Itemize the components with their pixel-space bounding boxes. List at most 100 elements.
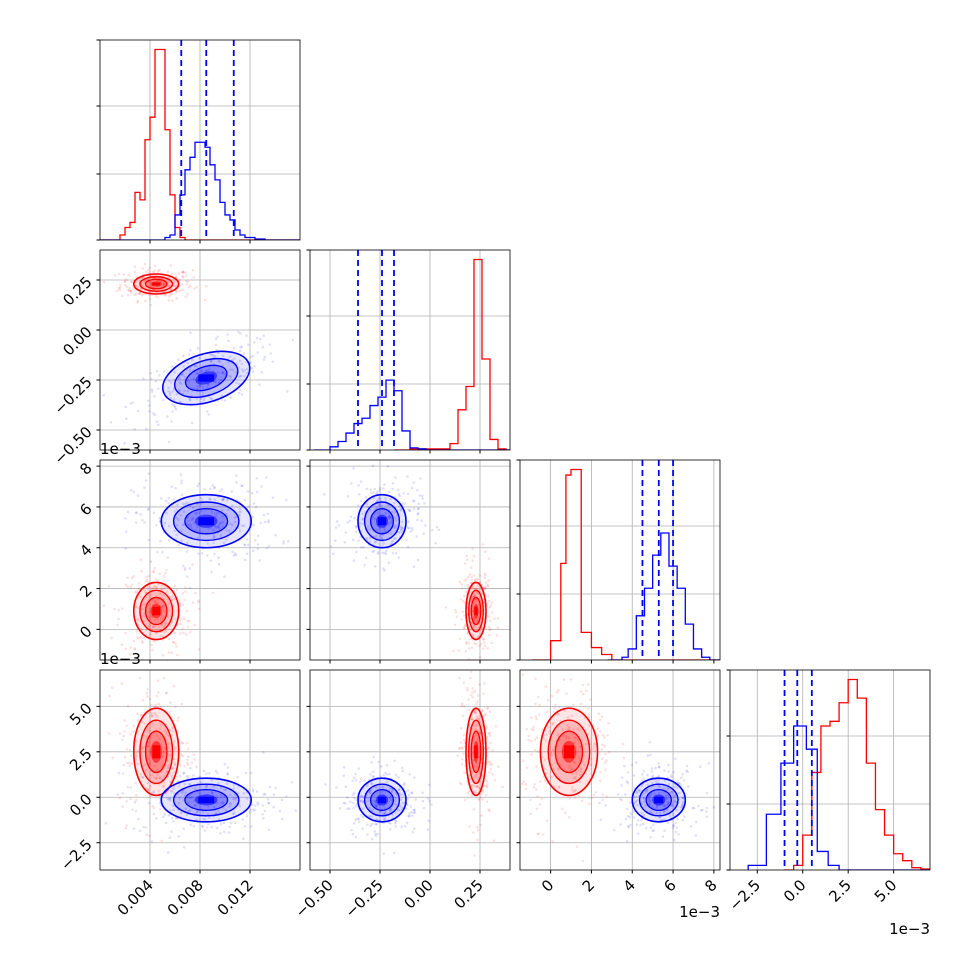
sample-point [481, 798, 484, 801]
sample-point [172, 766, 175, 770]
sample-point [162, 615, 166, 619]
sample-point [604, 752, 607, 756]
sample-point [168, 391, 172, 394]
sample-point [424, 524, 427, 527]
sample-point [479, 823, 482, 827]
sample-point [147, 788, 151, 791]
sample-point [394, 536, 397, 540]
sample-point [470, 717, 474, 721]
sample-point [191, 601, 195, 604]
sample-point [217, 525, 221, 528]
sample-point [216, 526, 219, 529]
sample-point [374, 535, 377, 539]
sample-point [493, 617, 497, 620]
sample-point [117, 771, 121, 775]
sample-point [637, 819, 640, 822]
sample-point [150, 713, 154, 717]
sample-point [197, 599, 200, 602]
sample-point [473, 579, 477, 582]
sample-point [475, 600, 478, 603]
sample-point [231, 550, 234, 553]
sample-point [471, 718, 474, 722]
panel-frame [729, 669, 931, 871]
sample-point [640, 811, 643, 815]
sample-point [462, 594, 466, 598]
density-peak-1 [377, 517, 387, 526]
sample-point [384, 511, 387, 515]
sample-point [184, 280, 188, 283]
sample-point [640, 784, 644, 788]
sample-point [669, 774, 673, 777]
sample-point [175, 289, 179, 293]
sample-point [474, 642, 478, 646]
sample-point [261, 813, 264, 816]
sample-point [359, 777, 363, 780]
sample-point [394, 773, 398, 776]
sample-point [205, 785, 209, 788]
sample-point [488, 599, 491, 603]
sample-point [589, 698, 592, 701]
sample-point [136, 619, 140, 622]
sample-point [223, 762, 227, 766]
sample-point [494, 725, 498, 728]
sample-point [181, 627, 184, 630]
sample-point [166, 556, 170, 559]
sample-point [205, 826, 209, 829]
sample-point [543, 767, 547, 771]
sample-point [691, 806, 695, 810]
sample-point [141, 267, 145, 270]
y-tick-label: 0.0 [66, 790, 96, 820]
sample-point [291, 338, 295, 342]
density-peak-1 [198, 517, 215, 526]
sample-point [117, 272, 121, 276]
sample-point [175, 645, 178, 648]
sample-point [401, 766, 404, 770]
sample-point [236, 362, 239, 365]
sample-point [175, 508, 179, 511]
scatter-1 [124, 472, 300, 590]
sample-point [642, 769, 645, 773]
sample-point [587, 707, 590, 710]
sample-point [188, 630, 192, 634]
sample-point [577, 794, 581, 798]
sample-point [377, 760, 380, 764]
sample-point [375, 528, 379, 532]
sample-point [183, 568, 187, 572]
sample-point [480, 814, 483, 817]
sample-point [559, 764, 563, 767]
sample-point [489, 619, 492, 623]
sample-point [495, 634, 499, 637]
sample-point [158, 728, 162, 731]
sample-point [254, 539, 257, 542]
sample-point [474, 791, 478, 794]
sample-point [172, 808, 175, 812]
sample-point [192, 753, 196, 757]
sample-point [184, 807, 188, 810]
sample-point [488, 734, 492, 738]
sample-point [135, 754, 138, 758]
sample-point [478, 656, 482, 659]
sample-point [679, 776, 683, 780]
sample-point [155, 715, 159, 718]
sample-point [198, 384, 202, 388]
sample-point [200, 509, 203, 513]
sample-point [564, 811, 567, 814]
sample-point [390, 789, 394, 793]
sample-point [469, 590, 473, 594]
sample-point [464, 590, 468, 594]
sample-point [137, 582, 141, 585]
sample-point [418, 494, 422, 497]
sample-point [368, 814, 372, 818]
sample-point [129, 402, 132, 405]
sample-point [245, 334, 248, 337]
sample-point [247, 490, 250, 493]
sample-point [459, 626, 462, 629]
sample-point [474, 664, 477, 667]
sample-point [128, 764, 132, 768]
sample-point [663, 786, 666, 790]
sample-point [210, 570, 213, 574]
sample-point [579, 702, 583, 706]
sample-point [167, 390, 170, 393]
sample-point [187, 286, 190, 289]
sample-point [231, 358, 234, 362]
